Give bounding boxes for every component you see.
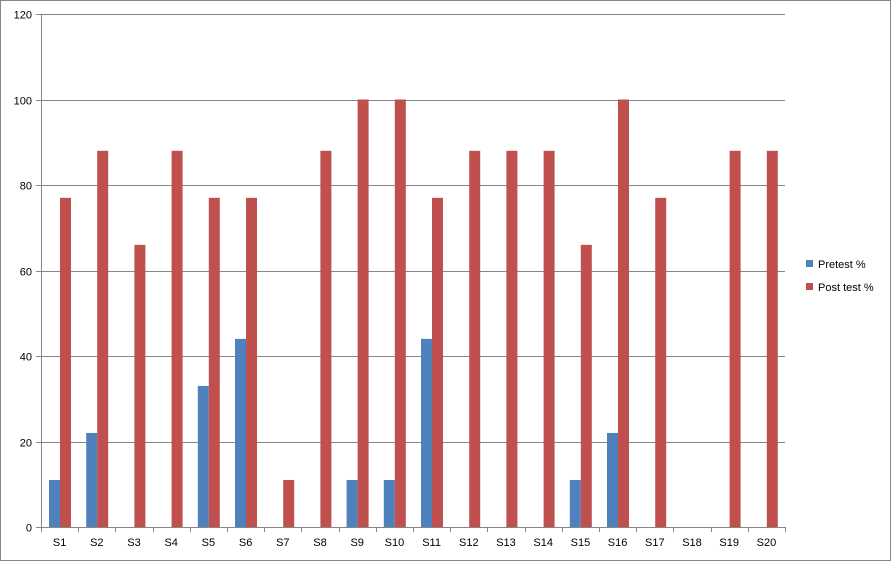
- bar: [283, 479, 295, 527]
- bar: [469, 150, 481, 528]
- bar: [320, 150, 332, 528]
- legend: Pretest % Post test %: [806, 259, 874, 294]
- x-tick-label: S16: [608, 537, 628, 549]
- x-tick-label: S9: [350, 537, 363, 549]
- bar: [97, 150, 109, 528]
- legend-label: Post test %: [818, 282, 874, 294]
- axes: [36, 14, 786, 532]
- bar: [346, 479, 358, 527]
- legend-swatch: [806, 283, 813, 290]
- y-tick-label: 0: [26, 523, 32, 535]
- bar: [506, 150, 518, 528]
- gridlines: [41, 14, 785, 443]
- bar: [766, 150, 778, 528]
- bar: [208, 197, 220, 527]
- x-tick-label: S11: [422, 537, 441, 549]
- x-tick-label: S17: [645, 537, 665, 549]
- x-tick-label: S3: [127, 537, 140, 549]
- x-axis-tick-labels: S1 S2 S3 S4 S5 S6 S7 S8 S9 S10 S11 S12 S13 S14 S15 S16 S…: [53, 537, 776, 549]
- x-tick-label: S8: [313, 537, 326, 549]
- x-tick-label: S7: [276, 537, 289, 549]
- x-tick-label: S12: [459, 537, 479, 549]
- x-tick-label: S5: [202, 537, 215, 549]
- y-tick-label: 60: [20, 267, 32, 279]
- bars: [49, 99, 778, 528]
- x-tick-label: S2: [90, 537, 103, 549]
- y-tick-label: 80: [20, 181, 32, 193]
- bar: [86, 432, 98, 527]
- x-tick-label: S4: [164, 537, 177, 549]
- bar: [421, 338, 432, 527]
- x-tick-label: S14: [533, 537, 553, 549]
- x-tick-label: S6: [239, 537, 252, 549]
- y-tick-label: 20: [20, 438, 32, 450]
- bar: [383, 479, 395, 527]
- bar: [357, 99, 369, 527]
- x-tick-label: S1: [53, 537, 66, 549]
- y-tick-label: 40: [20, 352, 32, 364]
- bar: [580, 244, 592, 527]
- bar: [197, 385, 209, 527]
- y-tick-label: 120: [14, 10, 32, 22]
- x-tick-label: S19: [719, 537, 739, 549]
- bar: [60, 197, 71, 527]
- bar: [134, 244, 146, 527]
- bar: [729, 150, 741, 528]
- bar: [49, 479, 60, 527]
- x-tick-label: S15: [571, 537, 591, 549]
- bar: [394, 99, 406, 527]
- bar: [569, 479, 581, 527]
- bar: [235, 338, 246, 527]
- bar: [655, 197, 667, 527]
- y-tick-label: 100: [14, 96, 32, 108]
- legend-swatch: [806, 260, 813, 267]
- bar: [171, 150, 183, 528]
- x-tick-label: S10: [385, 537, 405, 549]
- bar: [432, 197, 443, 527]
- bar: [607, 432, 618, 527]
- y-axis-tick-labels: 0 20 40 60 80 100 120: [14, 10, 32, 535]
- bar: [618, 99, 629, 527]
- bar: [246, 197, 257, 527]
- x-tick-label: S13: [496, 537, 516, 549]
- x-tick-label: S18: [682, 537, 702, 549]
- legend-label: Pretest %: [818, 259, 866, 271]
- x-tick-label: S20: [757, 537, 777, 549]
- bar: [543, 150, 555, 528]
